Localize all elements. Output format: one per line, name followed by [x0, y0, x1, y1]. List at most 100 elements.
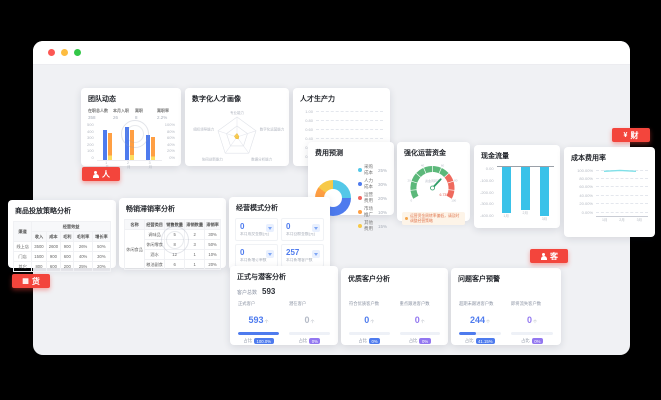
quality-customer-card: 优质客户分析 符合优质客户数 0个 占比 0% 重点跟进客户数 0个 占比 0% — [341, 268, 448, 345]
cashflow-card: 现金流量 0.00 -100.00 -200.00 -300.00 -400.00 1月… — [474, 145, 560, 228]
customer-section-badge: 客 — [530, 249, 568, 263]
customer-metric-column: 重点跟进客户数 0个 占比 0% — [399, 301, 440, 344]
capital-gauge-chart: 0 20 40 60 80 100 资金周转率 6.73% — [397, 161, 470, 210]
team-stat: 本月入职 26 — [113, 108, 129, 120]
talent-radar-chart: 专业能力 数字化运营能力 数据分析能力 协同创新能力 组织领导能力 — [185, 107, 289, 167]
warning-note: 运营资金周转率偏低，请及时调整经营策略 — [402, 212, 465, 226]
card-title: 正式与潜客分析 — [237, 274, 286, 281]
box-icon: ▦ — [22, 277, 29, 285]
customer-metric-column: 即将流失客户数 0个 占比 0% — [511, 301, 553, 344]
customer-metric-column: 正式客户 593个 占比 100.0% — [238, 301, 279, 344]
talent-radar-card: 数字化人才画像 专业能力 数字化运营能力 数据分析能力 协同创新能力 组织领导能力 — [185, 88, 289, 166]
card-title: 强化运营资金 — [404, 150, 446, 157]
cashflow-bar: 1月 — [501, 166, 511, 219]
bar-group: 3月 — [146, 134, 156, 169]
gridline-row: 80.00% — [564, 174, 655, 182]
goods-section-badge: ▦ 货 — [12, 274, 50, 288]
svg-text:专业能力: 专业能力 — [230, 110, 244, 115]
working-capital-card: 强化运营资金 0 20 40 60 80 100 资金周转率 6.73% 运营资金周转率偏… — [397, 142, 470, 226]
hr-badge-label: 人 — [102, 169, 110, 179]
window-titlebar — [33, 41, 630, 65]
funnel-icon — [312, 224, 320, 232]
gridline-row: 0.60 — [293, 125, 390, 134]
card-title: 现金流量 — [481, 153, 509, 160]
close-window-button[interactable] — [48, 49, 55, 56]
card-title: 团队动态 — [88, 96, 116, 103]
hr-section-badge: 人 — [82, 167, 120, 181]
cost-line-svg — [603, 169, 637, 172]
table-row: 休闲食品 调味品 5 2 30% — [123, 229, 221, 270]
forecast-stat-tiles: 0 本月成交金额(元) 0 本月回款金额(元) 0 本月新增订单数 257 本月新增客户数 — [235, 218, 324, 267]
finance-section-badge: ¥ 财 — [612, 128, 650, 142]
legend-item[interactable]: 市场推广 10% — [358, 206, 387, 218]
card-title: 数字化人才画像 — [192, 96, 241, 103]
customer-columns: 超期未跟进客户数 244个 占比 41.15% 即将流失客户数 0个 占比 0% — [459, 301, 553, 344]
minimize-window-button[interactable] — [61, 49, 68, 56]
cashflow-bar: 2月 — [520, 166, 530, 216]
team-stat: 离职率 2.2% — [157, 108, 169, 120]
table-row: 其它 800 600 200 25% 20% — [12, 261, 112, 272]
svg-text:80: 80 — [454, 178, 458, 182]
funnel-icon — [266, 250, 274, 258]
card-title: 经营模式分析 — [236, 205, 278, 212]
cashflow-axis-ticks: 0.00 -100.00 -200.00 -300.00 -400.00 — [480, 166, 494, 218]
cost-ratio-card: 成本费用率 100.00% 80.00% 60.00% 40.00% 20.00% 0.0… — [564, 147, 655, 237]
person-icon — [92, 170, 99, 178]
customer-metric-column: 潜在客户 0个 占比 0% — [289, 301, 330, 344]
legend-item[interactable]: 人力成本 30% — [358, 178, 387, 190]
business-forecast-card: 经营模式分析 0 本月成交金额(元) 0 本月回款金额(元) 0 本月新增订单数 257 本月… — [229, 197, 330, 270]
gridline-row: 60.00% — [564, 183, 655, 191]
forecast-tile: 257 本月新增客户数 — [281, 244, 324, 267]
person-icon — [540, 252, 547, 260]
table-row: 线上店 3500 2600 900 26% 50% — [12, 241, 112, 252]
slow-moving-card: 畅销滞销率分析 名称 经营类目 销售数量 滞销数量 滞销率 休闲食品 调味品 5 2 30% 休闲零… — [119, 198, 226, 270]
gridline-row: 20.00% — [564, 200, 655, 208]
svg-text:数据分析能力: 数据分析能力 — [251, 156, 272, 161]
svg-text:资金周转率: 资金周转率 — [425, 178, 440, 183]
svg-text:数字化运营能力: 数字化运营能力 — [260, 127, 285, 132]
cashflow-plot: 1月 2月 3月 — [496, 166, 555, 224]
card-title: 畅销滞销率分析 — [126, 206, 175, 213]
forecast-tile: 0 本月新增订单数 — [235, 244, 278, 267]
svg-text:20: 20 — [408, 178, 412, 182]
legend-item[interactable]: 其他费用 15% — [358, 220, 387, 232]
bar-group: 2月 — [124, 126, 134, 169]
slow-moving-table-grid: 名称 经营类目 销售数量 滞销数量 滞销率 休闲食品 调味品 5 2 30% 休闲零食 8 3 50% 酒水… — [123, 219, 221, 270]
gauge-svg: 0 20 40 60 80 100 资金周转率 6.73% — [408, 164, 458, 203]
card-title: 优质客户分析 — [348, 276, 390, 283]
table-row: 酒水 12 1 10% — [125, 249, 221, 260]
card-title: 问题客户预警 — [458, 276, 500, 283]
table-row: 粮油副食 6 1 20% — [125, 259, 221, 270]
slow-moving-table: 名称 经营类目 销售数量 滞销数量 滞销率 休闲食品 调味品 5 2 30% 休闲零食 8 3 50% 酒水… — [119, 219, 226, 270]
strategy-table: 渠道 经营效益 收入 成本 毛利 毛利率 增长率 线上店 3500 2600 900 26% 50%… — [8, 221, 116, 272]
customer-metric-column: 符合优质客户数 0个 占比 0% — [349, 301, 390, 344]
legend-item[interactable]: 运营费用 20% — [358, 192, 387, 204]
card-title: 成本费用率 — [571, 155, 606, 162]
team-stats-row: 在职总人数 358 本月入职 26 离职 8 离职率 2.2% — [81, 107, 181, 122]
gridline-row: 40.00% — [564, 191, 655, 199]
product-strategy-card: 商品投放策略分析 渠道 经营效益 收入 成本 毛利 毛利率 增长率 线上店 3500 2600… — [8, 200, 116, 272]
customer-total-row: 客户总数 593 — [237, 287, 331, 296]
customer-columns: 正式客户 593个 占比 100.0% 潜在客户 0个 占比 0% — [238, 301, 330, 344]
problem-customer-card: 问题客户预警 超期未跟进客户数 244个 占比 41.15% 即将流失客户数 0个… — [451, 268, 561, 345]
money-icon: ¥ — [623, 131, 628, 139]
team-dynamics-card: 团队动态 在职总人数 358 本月入职 26 离职 8 离职率 2.2% 500 400 300 2… — [81, 88, 181, 169]
warning-text: 运营资金周转率偏低，请及时调整经营策略 — [410, 214, 460, 223]
formal-potential-card: 正式与潜客分析 客户总数 593 正式客户 593个 占比 100.0% 潜在客户… — [230, 266, 338, 345]
gridline-row: 0.40 — [293, 134, 390, 143]
bar-group: 1月 — [103, 129, 113, 169]
cashflow-bar: 3月 — [539, 166, 549, 222]
gridline-row: 0.00% — [564, 208, 655, 216]
cost-line-chart: 100.00% 80.00% 60.00% 40.00% 20.00% 0.00% 1月 2… — [564, 166, 655, 223]
gridline-row: 1.00 — [293, 107, 390, 116]
svg-text:组织领导能力: 组织领导能力 — [193, 127, 214, 132]
donut-legend: 采购成本 25% 人力成本 30% 运营费用 20% 市场推广 10% 其他费用 15% — [358, 164, 387, 232]
svg-text:40: 40 — [421, 164, 425, 168]
x-axis-labels: 1月 2月 3月 — [596, 216, 648, 223]
maximize-window-button[interactable] — [74, 49, 81, 56]
forecast-tile: 0 本月回款金额(元) — [281, 218, 324, 241]
legend-item[interactable]: 采购成本 25% — [358, 164, 387, 176]
cashflow-bar-chart: 0.00 -100.00 -200.00 -300.00 -400.00 1月 2月 3月 — [474, 164, 560, 224]
